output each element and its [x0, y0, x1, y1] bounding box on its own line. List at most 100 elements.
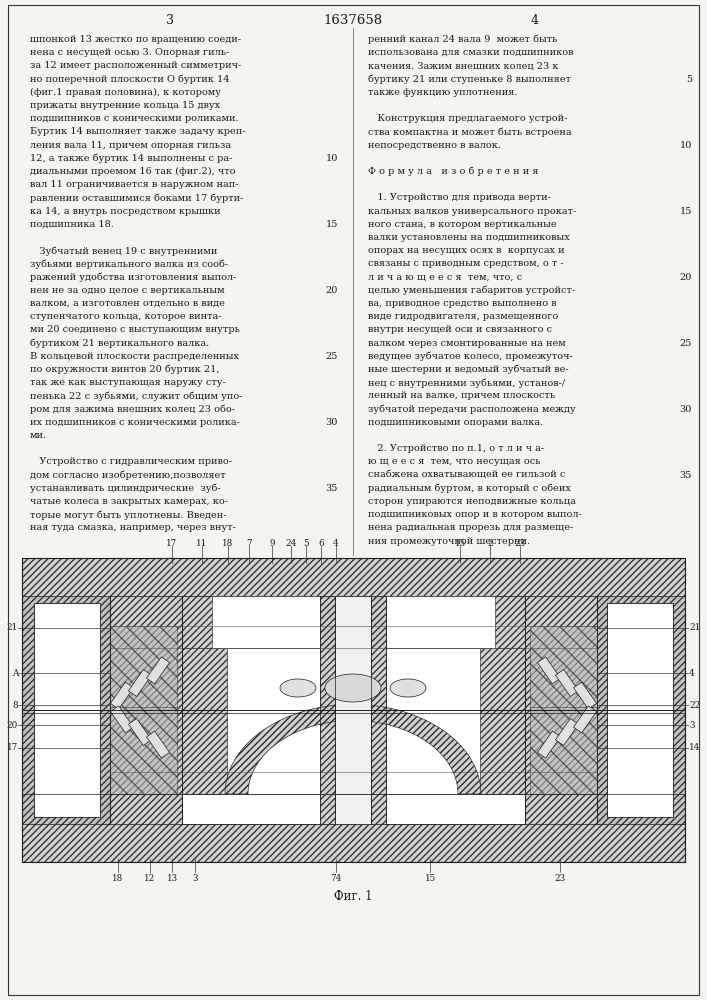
Text: нена с несущей осью 3. Опорная гиль-: нена с несущей осью 3. Опорная гиль- — [30, 48, 229, 57]
Polygon shape — [225, 704, 481, 794]
Text: Конструкция предлагаемого устрой-: Конструкция предлагаемого устрой- — [368, 114, 568, 123]
Text: A: A — [11, 668, 18, 678]
Text: валком через смонтированные на нем: валком через смонтированные на нем — [368, 339, 566, 348]
Text: снабжена охватывающей ее гильзой с: снабжена охватывающей ее гильзой с — [368, 471, 566, 480]
Text: Ф о р м у л а   и з о б р е т е н и я: Ф о р м у л а и з о б р е т е н и я — [368, 167, 539, 176]
Text: ные шестерни и ведомый зубчатый ве-: ные шестерни и ведомый зубчатый ве- — [368, 365, 568, 374]
Polygon shape — [530, 707, 597, 794]
Text: ю щ е е с я  тем, что несущая ось: ю щ е е с я тем, что несущая ось — [368, 457, 540, 466]
Text: шпонкой 13 жестко по вращению соеди-: шпонкой 13 жестко по вращению соеди- — [30, 35, 241, 44]
Text: 20: 20 — [679, 273, 692, 282]
Text: ного стана, в котором вертикальные: ного стана, в котором вертикальные — [368, 220, 556, 229]
Text: подшипника 18.: подшипника 18. — [30, 220, 114, 229]
Text: подшипниковых опор и в котором выпол-: подшипниковых опор и в котором выпол- — [368, 510, 582, 519]
Text: 11: 11 — [197, 539, 208, 548]
Polygon shape — [110, 596, 182, 824]
Polygon shape — [110, 707, 177, 794]
Text: дом согласно изобретению,позволяет: дом согласно изобретению,позволяет — [30, 471, 226, 480]
Text: целью уменьшения габаритов устройст-: целью уменьшения габаритов устройст- — [368, 286, 575, 295]
Polygon shape — [386, 596, 495, 648]
Text: устанавливать цилиндрические  зуб-: устанавливать цилиндрические зуб- — [30, 484, 221, 493]
Text: 10: 10 — [326, 154, 338, 163]
Polygon shape — [34, 603, 100, 817]
Text: 5: 5 — [686, 75, 692, 84]
Text: ная туда смазка, например, через внут-: ная туда смазка, например, через внут- — [30, 523, 236, 532]
Text: 21: 21 — [7, 624, 18, 633]
Text: 23: 23 — [515, 539, 525, 548]
Text: зубчатой передачи расположена между: зубчатой передачи расположена между — [368, 405, 575, 414]
Text: 3: 3 — [166, 14, 174, 27]
Text: нена радиальная прорезь для размеще-: нена радиальная прорезь для размеще- — [368, 523, 573, 532]
Text: ства компактна и может быть встроена: ства компактна и может быть встроена — [368, 127, 572, 137]
Polygon shape — [110, 682, 134, 709]
Text: но поперечной плоскости О буртик 14: но поперечной плоскости О буртик 14 — [30, 75, 230, 84]
Text: 7: 7 — [246, 539, 252, 548]
Text: ления вала 11, причем опорная гильза: ления вала 11, причем опорная гильза — [30, 141, 231, 150]
Text: ния промежуточной шестерни.: ния промежуточной шестерни. — [368, 537, 530, 546]
Text: 25: 25 — [326, 352, 338, 361]
Text: ми.: ми. — [30, 431, 47, 440]
Text: 15: 15 — [424, 874, 436, 883]
Text: ми 20 соединено с выступающим внутрь: ми 20 соединено с выступающим внутрь — [30, 325, 240, 334]
Text: Буртик 14 выполняет также задачу креп-: Буртик 14 выполняет также задачу креп- — [30, 127, 245, 136]
Bar — [22, 558, 685, 862]
Text: 25: 25 — [679, 339, 692, 348]
Text: 74: 74 — [330, 874, 341, 883]
Text: диальными проемом 16 так (фиг.2), что: диальными проемом 16 так (фиг.2), что — [30, 167, 235, 176]
Text: буртиком 21 вертикального валка.: буртиком 21 вертикального валка. — [30, 339, 209, 348]
Text: по окружности винтов 20 буртик 21,: по окружности винтов 20 буртик 21, — [30, 365, 219, 374]
Text: 30: 30 — [679, 405, 692, 414]
Polygon shape — [22, 596, 110, 824]
Text: ступенчатого кольца, которое винта-: ступенчатого кольца, которое винта- — [30, 312, 221, 321]
Text: опорах на несущих осях в  корпусах и: опорах на несущих осях в корпусах и — [368, 246, 565, 255]
Text: 15: 15 — [326, 220, 338, 229]
Text: ведущее зубчатое колесо, промежуточ-: ведущее зубчатое колесо, промежуточ- — [368, 352, 573, 361]
Text: ва, приводное средство выполнено в: ва, приводное средство выполнено в — [368, 299, 556, 308]
Text: зубьями вертикального валка из сооб-: зубьями вертикального валка из сооб- — [30, 259, 228, 269]
Polygon shape — [480, 648, 525, 794]
Text: 22: 22 — [689, 700, 700, 710]
Text: 12, а также буртик 14 выполнены с ра-: 12, а также буртик 14 выполнены с ра- — [30, 154, 233, 163]
Polygon shape — [537, 657, 561, 684]
Polygon shape — [390, 679, 426, 697]
Text: 1637658: 1637658 — [323, 14, 382, 27]
Text: 1. Устройство для привода верти-: 1. Устройство для привода верти- — [368, 193, 551, 202]
Text: 23: 23 — [554, 874, 566, 883]
Text: 12: 12 — [144, 874, 156, 883]
Text: 24: 24 — [286, 539, 297, 548]
Polygon shape — [129, 669, 151, 697]
Text: 35: 35 — [326, 484, 338, 493]
Text: 4: 4 — [689, 668, 695, 678]
Polygon shape — [280, 679, 316, 697]
Text: пенька 22 с зубьями, служит общим упо-: пенька 22 с зубьями, служит общим упо- — [30, 391, 243, 401]
Text: 4: 4 — [333, 539, 339, 548]
Text: Устройство с гидравлическим приво-: Устройство с гидравлическим приво- — [30, 457, 232, 466]
Polygon shape — [573, 706, 597, 733]
Text: 21: 21 — [689, 624, 700, 633]
Polygon shape — [110, 706, 134, 733]
Text: 20: 20 — [7, 720, 18, 730]
Text: торые могут быть уплотнены. Введен-: торые могут быть уплотнены. Введен- — [30, 510, 226, 520]
Text: также функцию уплотнения.: также функцию уплотнения. — [368, 88, 518, 97]
Polygon shape — [525, 596, 597, 824]
Text: 1: 1 — [670, 603, 676, 612]
Polygon shape — [537, 731, 561, 758]
Text: чатые колеса в закрытых камерах, ко-: чатые колеса в закрытых камерах, ко- — [30, 497, 228, 506]
Polygon shape — [597, 596, 685, 824]
Polygon shape — [556, 669, 578, 697]
Text: 3: 3 — [192, 874, 198, 883]
Text: их подшипников с коническими ролика-: их подшипников с коническими ролика- — [30, 418, 240, 427]
Text: 18: 18 — [112, 874, 124, 883]
Polygon shape — [320, 596, 386, 824]
Text: так же как выступающая наружу сту-: так же как выступающая наружу сту- — [30, 378, 226, 387]
Text: ка 14, а внутрь посредством крышки: ка 14, а внутрь посредством крышки — [30, 207, 221, 216]
Text: валки установлены на подшипниковых: валки установлены на подшипниковых — [368, 233, 570, 242]
Text: прижаты внутренние кольца 15 двух: прижаты внутренние кольца 15 двух — [30, 101, 220, 110]
Text: 3: 3 — [689, 720, 694, 730]
Text: ренний канал 24 вала 9  может быть: ренний канал 24 вала 9 может быть — [368, 35, 557, 44]
Polygon shape — [212, 596, 320, 648]
Text: 15: 15 — [455, 539, 466, 548]
Text: буртику 21 или ступеньке 8 выполняет: буртику 21 или ступеньке 8 выполняет — [368, 75, 571, 84]
Text: нец с внутренними зубьями, установ-/: нец с внутренними зубьями, установ-/ — [368, 378, 565, 388]
Text: нен не за одно целое с вертикальным: нен не за одно целое с вертикальным — [30, 286, 225, 295]
